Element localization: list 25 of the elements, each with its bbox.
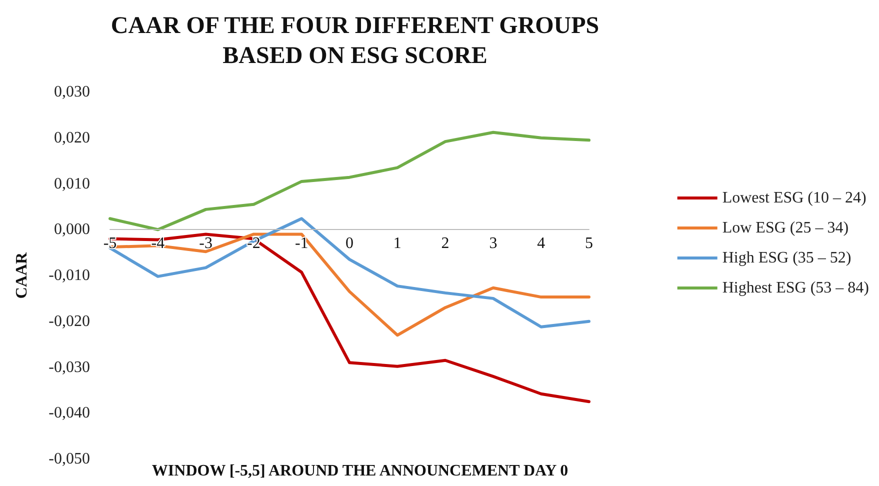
x-tick-label: 2	[441, 235, 450, 252]
x-tick-label: 5	[585, 235, 593, 252]
line-series	[108, 130, 590, 232]
legend-label: Highest ESG (53 – 84)	[722, 280, 869, 296]
y-tick-label: 0,000	[54, 221, 90, 238]
x-tick-label: -1	[294, 235, 308, 252]
y-tick-label: 0,010	[54, 175, 90, 192]
y-tick-label: 0,020	[54, 129, 90, 146]
legend-label: High ESG (35 – 52)	[722, 250, 852, 266]
x-tick-label: 3	[489, 235, 498, 252]
x-tick-label: 1	[393, 235, 402, 252]
y-tick-label: 0,030	[54, 84, 90, 100]
y-tick-label: -0,010	[48, 267, 90, 284]
x-tick-label: 0	[346, 235, 354, 252]
y-tick-label: -0,050	[48, 450, 90, 468]
y-tick-label: -0,020	[48, 312, 90, 330]
x-tick-label: 4	[537, 235, 546, 252]
y-tick-label: -0,040	[48, 404, 90, 422]
x-tick-label: -3	[199, 235, 212, 252]
x-axis-title: WINDOW [-5,5] AROUND THE ANNOUNCEMENT DAY 0	[152, 462, 568, 480]
y-tick-label: -0,030	[48, 358, 90, 376]
chart-title: CAAR OF THE FOUR DIFFERENT GROUPS BASED ON ESG SCORE	[110, 13, 600, 69]
y-axis-title: CAAR	[14, 252, 30, 299]
legend-label: Low ESG (25 – 34)	[722, 220, 849, 236]
legend-label: Lowest ESG (10 – 24)	[722, 190, 866, 206]
